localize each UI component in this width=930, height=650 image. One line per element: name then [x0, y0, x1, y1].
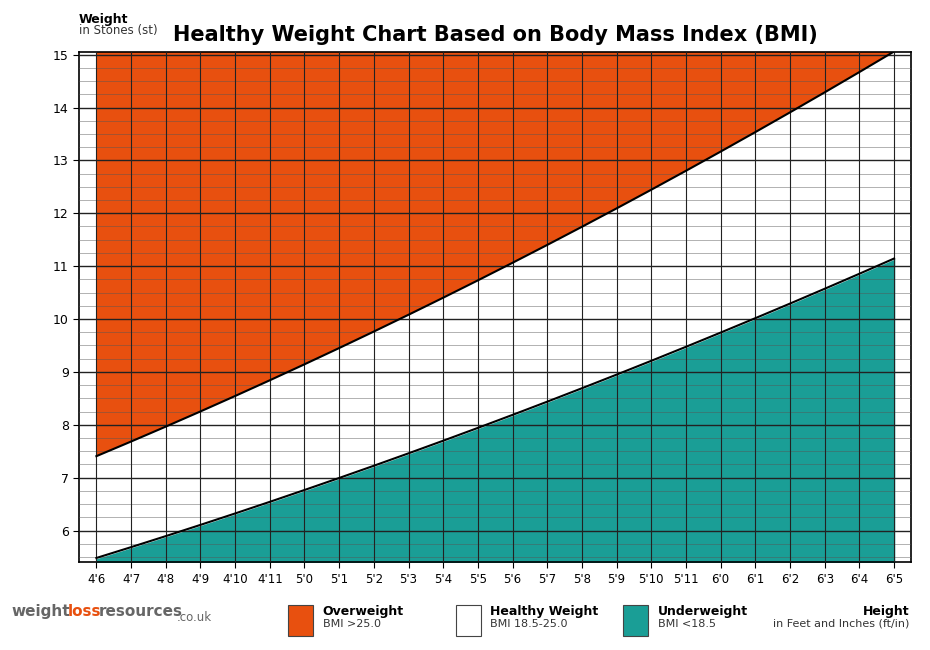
Title: Healthy Weight Chart Based on Body Mass Index (BMI): Healthy Weight Chart Based on Body Mass … — [173, 25, 817, 45]
Text: in Stones (st): in Stones (st) — [79, 24, 158, 37]
Text: .co.uk: .co.uk — [177, 611, 212, 624]
Text: BMI <18.5: BMI <18.5 — [658, 619, 715, 629]
Text: Healthy Weight: Healthy Weight — [490, 604, 598, 617]
Text: Underweight: Underweight — [658, 604, 748, 617]
Text: Height: Height — [863, 604, 910, 617]
Text: Overweight: Overweight — [323, 604, 404, 617]
Text: resources: resources — [99, 604, 182, 619]
Text: BMI 18.5-25.0: BMI 18.5-25.0 — [490, 619, 567, 629]
Text: Weight: Weight — [79, 13, 128, 26]
Text: in Feet and Inches (ft/in): in Feet and Inches (ft/in) — [773, 619, 910, 629]
Text: BMI >25.0: BMI >25.0 — [323, 619, 380, 629]
Text: loss: loss — [68, 604, 101, 619]
Text: weight: weight — [11, 604, 70, 619]
